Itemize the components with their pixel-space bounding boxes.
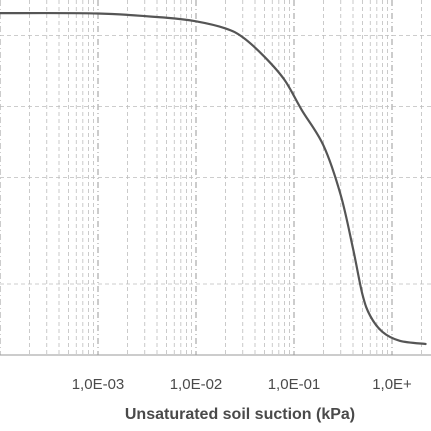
x-tick-label: 1,0E+ [372,376,412,393]
x-tick-labels: 1,0E-03 1,0E-02 1,0E-01 1,0E+ [72,376,412,393]
x-axis-title: Unsaturated soil suction (kPa) [125,406,355,423]
series-line [0,11,427,346]
x-tick-label: 1,0E-02 [170,376,223,393]
x-tick-label: 1,0E-03 [72,376,125,393]
series-layer [0,11,427,346]
x-tick-label: 1,0E-01 [268,376,321,393]
grid [0,0,431,356]
